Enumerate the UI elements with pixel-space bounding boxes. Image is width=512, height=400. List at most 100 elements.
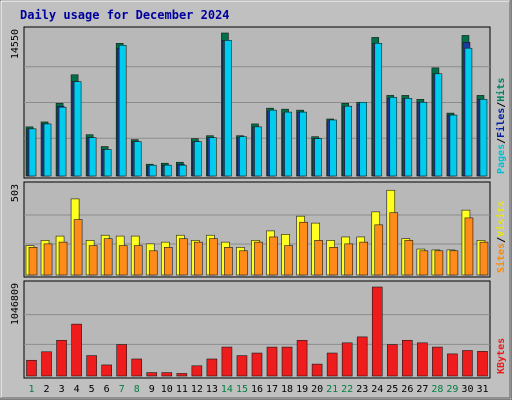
bar-visits-sites-day-27 [419, 250, 429, 276]
bar-hits-pages-day-12 [194, 141, 202, 177]
panel-hits-legend: Pages/Files/Hits [495, 78, 507, 174]
bar-kbytes-kbytes-day-3 [56, 339, 67, 377]
bar-hits-pages-day-27 [419, 101, 428, 177]
bar-hits-pages-day-1 [28, 128, 37, 177]
bar-kbytes-kbytes-day-6 [101, 364, 112, 377]
bar-visits-sites-day-5 [88, 245, 98, 276]
bar-hits-pages-day-22 [344, 105, 352, 177]
day-label-7: 7 [119, 384, 125, 395]
panel-kbytes-ymax-label: 1046809 [10, 283, 21, 325]
bar-hits-pages-day-2 [43, 123, 52, 177]
panel-kbytes-legend: KBytes [496, 338, 507, 374]
day-label-19: 19 [296, 384, 308, 395]
bar-visits-sites-day-14 [224, 247, 233, 276]
day-label-16: 16 [251, 384, 263, 395]
bar-kbytes-kbytes-day-24 [371, 286, 383, 377]
bar-visits-sites-day-13 [209, 238, 218, 276]
chart-panels: 14550Pages/Files/Hits503Sites/Visits1046… [10, 26, 507, 379]
panel-hits-legend-item: Pages [496, 144, 507, 174]
bar-kbytes-kbytes-day-12 [191, 365, 203, 377]
bar-kbytes-kbytes-day-23 [356, 336, 368, 377]
day-label-4: 4 [74, 384, 80, 395]
bar-visits-sites-day-4 [73, 219, 83, 276]
day-label-10: 10 [161, 384, 173, 395]
bar-kbytes-kbytes-day-2 [41, 351, 52, 377]
bar-kbytes-kbytes-day-14 [221, 346, 233, 377]
bar-hits-pages-day-6 [103, 149, 112, 177]
bar-hits-pages-day-5 [88, 137, 97, 177]
bar-visits-sites-day-10 [163, 247, 173, 276]
bar-visits-sites-day-18 [284, 245, 293, 276]
bar-visits-sites-day-20 [314, 240, 323, 276]
bar-hits-pages-day-30 [464, 47, 473, 177]
bar-hits-pages-day-26 [404, 98, 413, 177]
bar-hits-pages-day-28 [434, 73, 443, 177]
bar-visits-sites-day-9 [148, 250, 158, 276]
bar-visits-sites-day-7 [118, 245, 128, 276]
bar-hits-pages-day-25 [389, 97, 398, 177]
bar-visits-sites-day-22 [344, 243, 353, 276]
bar-visits-sites-day-24 [374, 224, 384, 276]
day-label-12: 12 [191, 384, 203, 395]
bar-kbytes-kbytes-day-31 [477, 351, 488, 377]
bar-kbytes-kbytes-day-15 [236, 355, 248, 377]
bar-hits-pages-day-3 [58, 106, 67, 177]
bar-hits-pages-day-14 [224, 40, 232, 177]
bar-hits-pages-day-29 [449, 114, 458, 177]
bar-hits-pages-day-4 [73, 81, 82, 177]
bar-hits-pages-day-17 [269, 109, 277, 177]
bar-visits-sites-day-25 [389, 212, 399, 276]
bar-visits-sites-day-8 [133, 245, 143, 276]
bar-hits-pages-day-15 [239, 136, 247, 177]
panel-kbytes-legend-item: KBytes [496, 338, 507, 374]
bar-hits-pages-day-20 [314, 138, 322, 177]
bar-hits-pages-day-10 [163, 164, 172, 177]
bar-kbytes-kbytes-day-20 [311, 363, 323, 377]
bar-visits-sites-day-17 [269, 236, 278, 276]
day-label-20: 20 [311, 384, 323, 395]
day-label-6: 6 [104, 384, 110, 395]
bar-kbytes-kbytes-day-19 [296, 339, 308, 377]
bar-kbytes-kbytes-day-9 [146, 372, 158, 377]
panel-visits-legend-item: Sites [495, 243, 507, 273]
day-label-30: 30 [461, 384, 473, 395]
bar-kbytes-kbytes-day-22 [341, 342, 353, 377]
bar-kbytes-kbytes-day-1 [26, 359, 37, 377]
bar-visits-sites-day-6 [103, 238, 113, 276]
bar-visits-sites-day-23 [359, 241, 369, 276]
bar-visits-sites-day-29 [449, 250, 459, 276]
bar-hits-pages-day-13 [209, 137, 217, 177]
day-label-8: 8 [134, 384, 140, 395]
day-label-25: 25 [386, 384, 398, 395]
bar-hits-pages-day-19 [299, 111, 307, 177]
bar-hits-pages-day-21 [329, 119, 337, 177]
bar-hits-pages-day-23 [359, 101, 368, 177]
bar-visits-sites-day-16 [254, 241, 263, 276]
bar-hits-pages-day-16 [254, 126, 262, 177]
bar-kbytes-kbytes-day-26 [402, 339, 413, 377]
bar-visits-sites-day-30 [464, 217, 474, 276]
panel-visits-ymax-label: 503 [10, 184, 21, 202]
panel-hits-legend-item: / [496, 138, 507, 144]
bar-visits-sites-day-12 [194, 241, 203, 276]
day-label-11: 11 [176, 384, 188, 395]
day-label-1: 1 [29, 384, 35, 395]
day-label-14: 14 [221, 384, 233, 395]
day-label-9: 9 [149, 384, 155, 395]
day-label-18: 18 [281, 384, 293, 395]
bar-visits-sites-day-21 [329, 247, 338, 276]
bar-kbytes-kbytes-day-25 [386, 344, 398, 377]
bar-visits-sites-day-11 [179, 238, 188, 276]
day-label-28: 28 [431, 384, 443, 395]
panel-visits: 503 Sites/Visits [10, 181, 507, 278]
bar-visits-sites-day-19 [299, 221, 308, 276]
panel-visits-legend: Sites/Visits [495, 201, 507, 273]
bar-kbytes-kbytes-day-8 [131, 358, 143, 377]
bar-visits-sites-day-1 [28, 247, 38, 276]
bar-kbytes-kbytes-day-30 [462, 350, 473, 377]
day-label-23: 23 [356, 384, 368, 395]
day-label-31: 31 [476, 384, 488, 395]
bar-kbytes-kbytes-day-16 [251, 352, 263, 377]
day-label-27: 27 [416, 384, 428, 395]
day-labels: 1 2 3 4 5 6 7 8 9 10 11 12 13 14 15 16 17 18 19 20 21 22 23 24 2… [29, 384, 489, 395]
